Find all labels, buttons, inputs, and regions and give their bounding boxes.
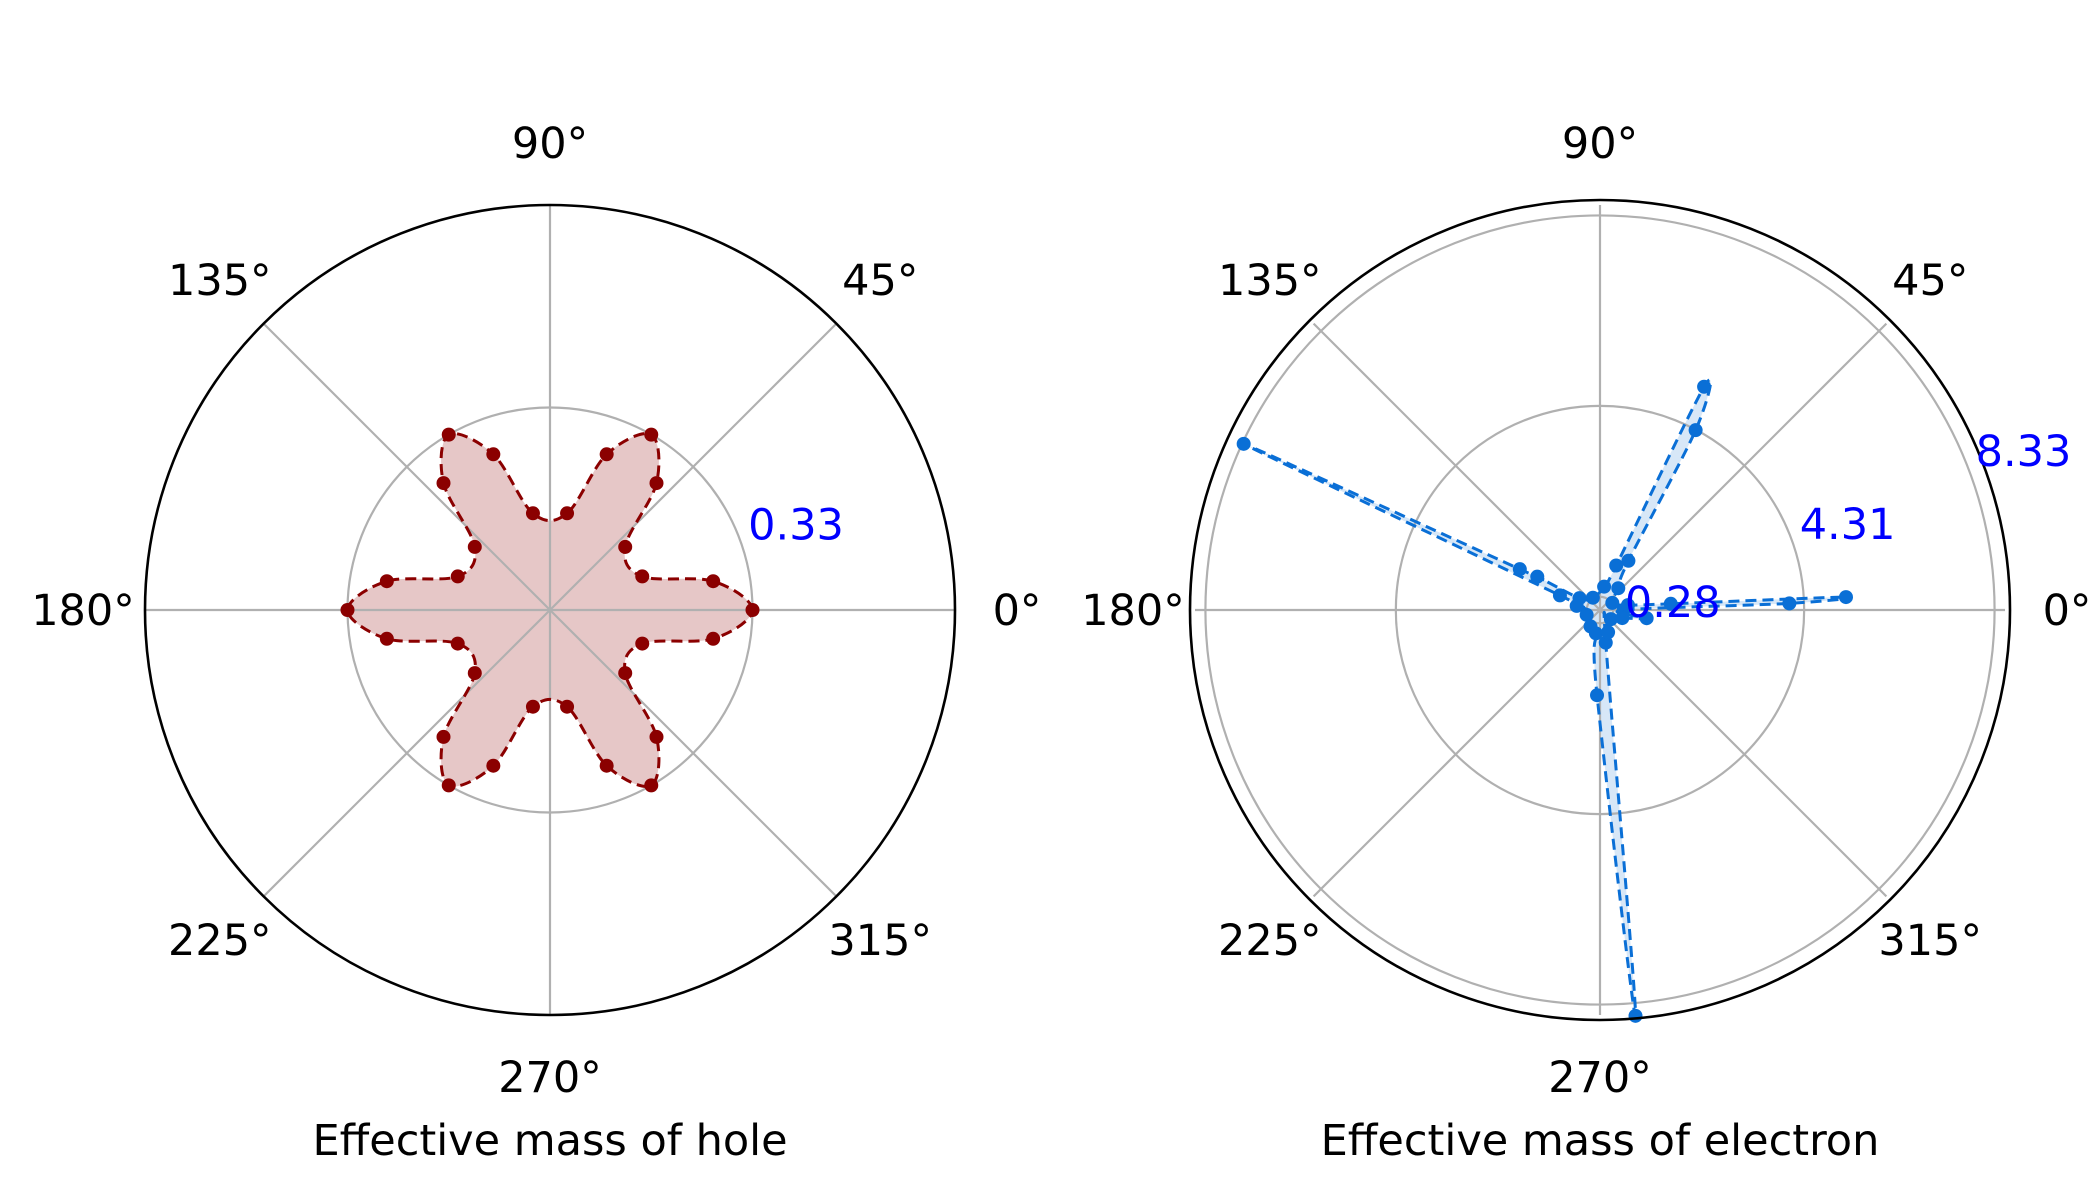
angle-tick-label: 45°	[842, 256, 918, 306]
data-point	[1605, 595, 1620, 610]
radial-gridline	[1204, 214, 1996, 1006]
data-point	[1611, 581, 1626, 596]
data-point	[1620, 598, 1635, 613]
angle-tick-label: 90°	[1562, 119, 1638, 169]
angular-gridline	[1312, 609, 1601, 898]
data-point	[1609, 558, 1624, 573]
angle-tick-label: 180°	[31, 586, 135, 636]
data-point	[635, 569, 650, 584]
data-point	[649, 729, 664, 744]
angle-tick-label: 225°	[1218, 916, 1322, 966]
data-point	[1588, 626, 1603, 641]
x-axis-label: Effective mass of electron	[1321, 1116, 1880, 1166]
angular-gridline	[1599, 322, 1888, 611]
data-point	[1621, 553, 1636, 568]
data-point	[599, 758, 614, 773]
angle-tick-label: 0°	[2043, 586, 2092, 636]
data-point	[644, 427, 659, 442]
data-point	[745, 603, 760, 617]
angle-tick-label: 180°	[1081, 586, 1185, 636]
data-point	[649, 476, 664, 491]
data-point	[441, 427, 456, 442]
polar-chart-electron: 0° 45° 90° 135° 180° 225° 270° 315° 0.28 4.31 8.33…	[1081, 119, 2091, 1166]
data-point	[1639, 611, 1654, 626]
radial-tick-label: 4.31	[1800, 500, 1896, 550]
radial-tick-label: 0.28	[1625, 578, 1721, 628]
data-point	[436, 729, 451, 744]
data-point	[441, 778, 456, 793]
angle-tick-label: 135°	[1218, 256, 1322, 306]
data-point	[525, 699, 540, 714]
angle-tick-label: 315°	[828, 916, 932, 966]
data-point	[560, 506, 575, 521]
data-point	[706, 631, 721, 646]
data-point	[1838, 590, 1853, 605]
data-point	[1569, 598, 1584, 613]
data-point	[467, 539, 482, 554]
data-point	[560, 699, 575, 714]
angle-tick-label: 315°	[1878, 916, 1982, 966]
data-point	[618, 666, 633, 681]
data-point	[436, 476, 451, 491]
angular-gridline	[1312, 322, 1601, 611]
polar-chart-hole: 0° 45° 90° 135° 180° 225° 270° 315° 0.33 Effecti…	[31, 119, 1041, 1166]
data-point	[1585, 590, 1600, 605]
data-point	[1697, 379, 1712, 394]
data-point	[486, 758, 501, 773]
data-point	[706, 574, 721, 589]
data-point	[618, 539, 633, 554]
data-point	[599, 447, 614, 462]
x-axis-label: Effective mass of hole	[312, 1116, 787, 1166]
data-point	[1782, 596, 1797, 611]
data-point	[1597, 579, 1612, 594]
data-point	[1552, 588, 1567, 603]
angular-gridline	[1599, 609, 1888, 898]
series-fill	[1243, 379, 1852, 1017]
data-point	[525, 506, 540, 521]
angle-tick-label: 270°	[1548, 1053, 1652, 1103]
data-point	[1628, 1008, 1643, 1023]
data-point	[1615, 611, 1630, 626]
polar-frame	[143, 203, 957, 1017]
data-point	[450, 636, 465, 651]
series-line	[1242, 378, 1853, 1018]
data-point	[644, 778, 659, 793]
data-point	[486, 447, 501, 462]
data-point	[1603, 612, 1618, 627]
data-point	[1512, 562, 1527, 577]
data-point	[635, 636, 650, 651]
data-point	[379, 631, 394, 646]
polar-frame	[1188, 198, 2012, 1022]
data-point	[467, 666, 482, 681]
data-point	[340, 603, 355, 617]
angle-tick-label: 0°	[993, 586, 1042, 636]
data-point	[379, 574, 394, 589]
data-point	[1590, 688, 1605, 703]
angle-tick-label: 135°	[168, 256, 272, 306]
radial-gridline	[1394, 404, 1806, 816]
data-point	[1601, 625, 1616, 640]
data-point	[1663, 596, 1678, 611]
data-point	[1530, 569, 1545, 584]
angle-tick-label: 225°	[168, 916, 272, 966]
data-point	[1236, 436, 1251, 451]
data-point	[450, 569, 465, 584]
radial-tick-label: 8.33	[1976, 427, 2072, 477]
angle-tick-label: 45°	[1892, 256, 1968, 306]
angle-tick-label: 270°	[498, 1053, 602, 1103]
data-point	[1688, 423, 1703, 438]
angle-tick-label: 90°	[512, 119, 588, 169]
data-point	[1579, 607, 1594, 622]
radial-tick-label: 0.33	[748, 500, 844, 550]
